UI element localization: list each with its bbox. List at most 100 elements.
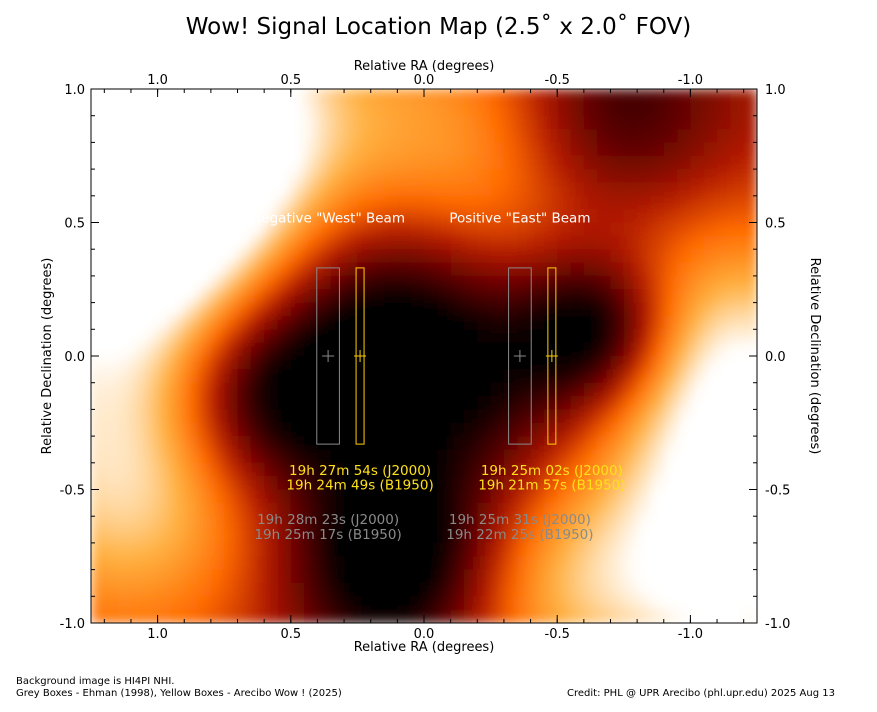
heat-cell: [130, 556, 145, 571]
heat-cell: [517, 396, 532, 410]
heat-cell: [490, 249, 505, 264]
heat-cell: [237, 422, 252, 437]
heat-cell: [184, 409, 199, 424]
heat-cell: [130, 315, 145, 330]
heat-cell: [304, 169, 319, 184]
heat-cell: [557, 542, 572, 557]
heat-cell: [597, 142, 612, 157]
heat-cell: [690, 209, 705, 224]
heat-cell: [344, 182, 358, 197]
heat-cell: [344, 502, 358, 517]
heat-cell: [210, 569, 225, 584]
heat-cell: [250, 582, 265, 597]
heat-cell: [450, 422, 465, 437]
heat-cell: [357, 115, 372, 130]
heat-cell: [570, 409, 585, 424]
heat-cell: [663, 169, 678, 184]
heat-cell: [344, 436, 358, 451]
heat-cell: [503, 102, 518, 117]
heat-cell: [517, 329, 532, 344]
heat-cell: [490, 302, 505, 317]
heat-cell: [330, 409, 345, 424]
heat-cell: [130, 422, 145, 437]
heat-cell: [290, 369, 305, 384]
heat-cell: [250, 315, 265, 330]
heat-cell: [210, 169, 225, 184]
heat-cell: [743, 436, 757, 451]
heat-cell: [344, 89, 358, 103]
heat-cell: [91, 129, 105, 143]
heat-cell: [91, 302, 105, 317]
heat-cell: [197, 542, 212, 557]
heat-cell: [557, 289, 572, 304]
heat-cell: [477, 89, 492, 103]
heat-cell: [597, 249, 612, 264]
x-tick-label-top: 0.0: [414, 73, 435, 88]
heat-cell: [224, 262, 239, 277]
heat-cell: [437, 235, 452, 250]
heat-cell: [597, 329, 612, 344]
heat-cell: [637, 209, 652, 224]
heat-cell: [397, 222, 412, 237]
heat-cell: [130, 222, 145, 237]
heat-cell: [210, 356, 225, 370]
heat-cell: [570, 356, 585, 370]
heat-cell: [197, 289, 212, 304]
heat-cell: [130, 436, 145, 451]
heat-cell: [703, 342, 718, 357]
heat-cell: [157, 262, 172, 277]
heat-cell: [517, 195, 532, 210]
y-tick-label-left: 0.5: [64, 217, 85, 232]
heat-cell: [384, 222, 398, 237]
heat-cell: [690, 195, 705, 210]
heat-cell: [490, 516, 505, 531]
heat-cell: [224, 436, 239, 451]
heat-cell: [144, 556, 159, 571]
heat-cell: [503, 476, 518, 491]
heat-cell: [543, 462, 558, 477]
heat-cell: [450, 249, 465, 264]
heat-cell: [570, 462, 585, 477]
heat-cell: [210, 489, 225, 504]
heat-cell: [237, 396, 252, 410]
heat-cell: [304, 142, 319, 157]
heat-cell: [597, 609, 612, 623]
heat-cell: [583, 582, 598, 597]
heat-cell: [703, 516, 718, 531]
heat-cell: [450, 382, 465, 397]
heat-cell: [610, 182, 625, 197]
heat-cell: [397, 569, 412, 584]
heat-cell: [197, 235, 212, 250]
heat-cell: [743, 235, 757, 250]
heat-cell: [370, 609, 385, 623]
heat-cell: [290, 142, 305, 157]
heat-cell: [210, 142, 225, 157]
heat-cell: [677, 529, 691, 544]
annotations: Negative "West" Beam Positive "East" Beam…: [251, 211, 625, 543]
heat-cell: [490, 582, 505, 597]
heat-cell: [130, 462, 145, 477]
heat-cell: [264, 596, 279, 611]
heat-cell: [410, 489, 425, 504]
heat-cell: [743, 422, 757, 437]
heat-cell: [583, 516, 598, 531]
heat-cell: [210, 89, 225, 103]
heat-cell: [357, 249, 372, 264]
y-tick-label-left: -1.0: [60, 617, 85, 632]
heat-cell: [743, 476, 757, 491]
heat-cell: [623, 195, 638, 210]
heat-cell: [277, 142, 292, 157]
heat-cell: [330, 449, 345, 464]
heat-cell: [663, 182, 678, 197]
heat-cell: [623, 462, 638, 477]
heat-cell: [503, 275, 518, 290]
heat-cell: [290, 209, 305, 224]
heat-cell: [677, 129, 691, 143]
heat-cell: [463, 342, 478, 357]
beam-center-cross: [513, 350, 526, 362]
heat-cell: [144, 195, 159, 210]
heat-cell: [463, 422, 478, 437]
heat-cell: [543, 155, 558, 170]
heat-cell: [663, 596, 678, 611]
x-tick-label-top: -0.5: [545, 73, 570, 88]
